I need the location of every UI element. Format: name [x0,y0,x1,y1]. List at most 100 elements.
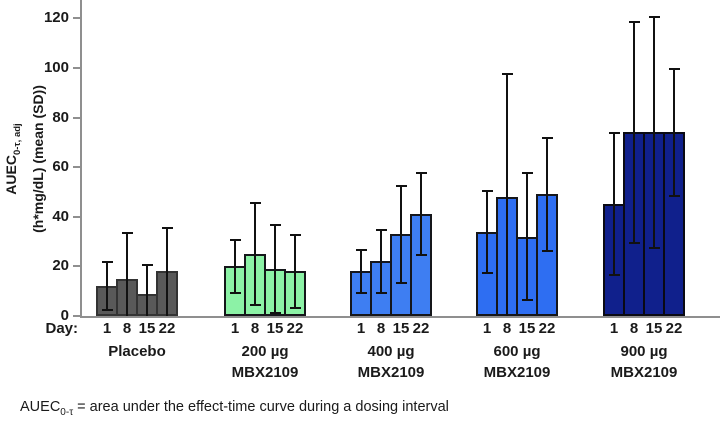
error-bar-cap-bottom [648,247,660,250]
error-bar-cap-bottom [481,271,493,274]
error-bar [146,263,148,316]
group-label-drug: MBX2109 [231,364,299,381]
error-bar-cap-bottom [289,306,301,309]
day-tick-label: 22 [158,320,176,337]
day-tick-label: 8 [250,320,260,337]
error-bar [506,72,508,316]
day-tick-label: 15 [645,320,663,337]
error-bar-cap-bottom [375,291,387,294]
day-tick-label: 8 [629,320,639,337]
error-bar-cap-top [628,20,640,23]
plot-area: 0 20 40 60 80 100 120 1 8 15 22 Placebo 1 8 15 22 200 µg… [44,0,720,381]
error-bar-cap-top [141,263,153,266]
error-bar-cap-bottom [395,281,407,284]
error-bar [254,201,256,307]
error-bar [546,137,548,252]
error-bar-cap-bottom [101,309,113,312]
group-label-dose: 200 µg [241,343,289,360]
error-bar [360,249,362,294]
group-label-drug: MBX2109 [483,364,551,381]
error-bar-cap-bottom [541,249,553,252]
error-bar-cap-top [229,239,241,242]
dose-group-200-g: 1 8 15 22 200 µg MBX2109 [224,0,306,381]
footnote-term-subscript: 0-τ [60,406,74,418]
error-bar-cap-top [395,184,407,187]
day-tick-label: 8 [122,320,132,337]
day-tick-label: 22 [665,320,683,337]
error-bar-cap-top [541,137,553,140]
error-bar [653,15,655,250]
error-bar [274,224,276,314]
error-bar-cap-top [161,226,173,229]
day-tick-label: 15 [518,320,536,337]
y-tick-mark [73,166,80,169]
y-tick-mark [73,17,80,20]
y-tick-label: 40 [52,207,69,225]
day-tick-label: 22 [412,320,430,337]
group-label-dose: 900 µg [620,343,668,360]
group-label-dose: 600 µg [493,343,541,360]
day-tick-label: 22 [538,320,556,337]
day-tick-label: 15 [138,320,156,337]
day-axis-prefix: Day: [45,320,78,337]
error-bar-cap-bottom [249,304,261,307]
day-tick-label: 8 [376,320,386,337]
error-bar-cap-top [249,201,261,204]
error-bar-cap-bottom [668,194,680,197]
dose-group-placebo: 1 8 15 22 Placebo [96,0,178,360]
error-bar-cap-bottom [415,254,427,257]
error-bar-cap-bottom [355,291,367,294]
error-bar-cap-top [608,132,620,135]
y-axis-title-subscript: 0-τ, adj [11,123,23,156]
error-bar-cap-bottom [608,274,620,277]
day-tick-label: 1 [230,320,240,337]
day-tick-label: 1 [609,320,619,337]
error-bar-cap-top [501,72,513,75]
error-bar-cap-top [648,15,660,18]
error-bar-cap-top [121,231,133,234]
group-label-drug: MBX2109 [610,364,678,381]
y-tick-label: 100 [43,59,69,76]
dose-group-400-g: 1 8 15 22 400 µg MBX2109 [350,0,432,381]
dose-group-900-g: 1 8 15 22 900 µg MBX2109 [603,0,685,381]
error-bar-cap-top [481,189,493,192]
error-bar [380,229,382,294]
day-tick-label: 15 [392,320,410,337]
day-tick-label: 1 [482,320,492,337]
error-bar-cap-bottom [229,291,241,294]
error-bar-cap-top [269,224,281,227]
group-label-dose: 400 µg [367,343,415,360]
y-tick-label: 60 [52,158,69,176]
footnote-text: = area under the effect-time curve durin… [73,399,449,415]
day-tick-label: 15 [266,320,284,337]
error-bar-cap-top [375,229,387,232]
error-bar [420,172,422,257]
group-label-dose: Placebo [108,343,166,360]
error-bar [126,231,128,316]
y-tick-mark [73,67,80,69]
error-bar [106,261,108,312]
dose-group-600-g: 1 8 15 22 600 µg MBX2109 [476,0,558,381]
y-tick-mark [73,265,80,268]
error-bar-cap-bottom [269,311,281,314]
x-axis-line [80,316,720,318]
y-tick-label: 0 [60,307,69,324]
error-bar [526,172,528,302]
error-bar-cap-top [415,172,427,175]
y-tick-label: 120 [43,9,69,27]
error-bar [673,68,675,197]
y-axis-line [80,0,82,316]
error-bar-cap-bottom [628,242,640,245]
day-tick-label: 8 [502,320,512,337]
error-bar [294,234,296,309]
error-bar [166,226,168,316]
error-bar-cap-top [289,234,301,237]
day-tick-label: 1 [356,320,366,337]
error-bar [613,132,615,277]
day-tick-label: 1 [102,320,112,337]
y-tick-label: 80 [52,108,69,126]
day-tick-label: 22 [286,320,304,337]
y-tick-mark [73,315,80,317]
error-bar-cap-top [521,172,533,175]
